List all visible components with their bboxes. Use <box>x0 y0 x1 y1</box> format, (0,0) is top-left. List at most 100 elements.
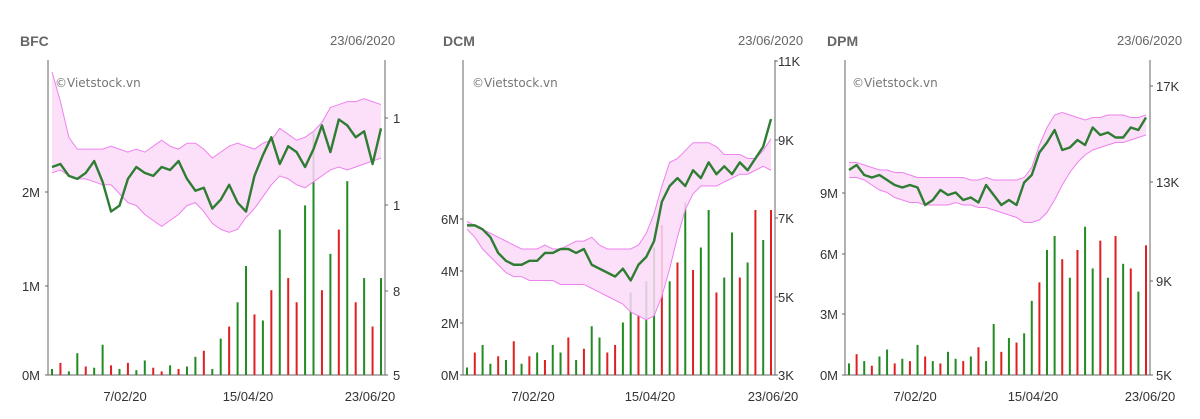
volume-bar <box>371 326 374 375</box>
band-upper-line <box>51 71 382 159</box>
volume-bar <box>245 265 248 375</box>
price-line <box>467 118 773 282</box>
volume-tick-label: 2M <box>22 185 40 200</box>
band-upper-line <box>849 111 1147 181</box>
volume-bar <box>762 240 765 375</box>
volume-bar <box>219 338 222 375</box>
x-tick-label: 7/02/20 <box>893 389 936 404</box>
volume-bar <box>59 362 62 375</box>
volume-bar <box>969 356 972 375</box>
volume-bar <box>489 363 492 375</box>
volume-bar <box>1038 282 1041 375</box>
volume-bar <box>855 354 858 375</box>
volume-bar <box>1084 226 1087 375</box>
volume-bar <box>1007 337 1010 375</box>
price-tick-label: 17K <box>1156 79 1179 94</box>
volume-bar <box>645 281 648 375</box>
volume-bar <box>746 262 749 375</box>
volume-bar <box>466 367 468 375</box>
volume-bar <box>287 278 290 375</box>
volume-bar <box>202 350 205 375</box>
band-lower-line <box>849 134 1147 223</box>
volume-bar <box>582 348 585 375</box>
volume-tick-label: 1M <box>22 279 40 294</box>
price-tick-label: 11K <box>393 198 400 213</box>
watermark: ©Vietstock.vn <box>55 76 141 90</box>
volume-bar <box>312 132 315 375</box>
volume-bar <box>954 358 957 375</box>
volume-bar <box>723 277 726 375</box>
volume-bar <box>84 366 87 375</box>
chart-panel-dpm: DPM 23/06/2020 ©Vietstock.vn 0M 3M 6M 9M 5K 9… <box>800 0 1200 419</box>
volume-bar <box>512 341 515 375</box>
volume-bar <box>1114 236 1117 375</box>
chart-date: 23/06/2020 <box>738 33 804 48</box>
volume-tick-label: 6M <box>441 212 459 227</box>
volume-bar <box>878 356 881 375</box>
price-line <box>51 118 383 213</box>
band-area <box>467 138 771 320</box>
volume-tick-label: 3M <box>820 307 838 322</box>
volume-bar <box>985 361 988 375</box>
price-tick-label: 8K <box>393 284 400 299</box>
volume-bar <box>660 225 663 375</box>
volume-bar <box>731 232 734 375</box>
volume-bar <box>354 302 357 375</box>
x-tick-label: 23/06/20 <box>1125 389 1176 404</box>
price-tick-label: 9K <box>1156 274 1172 289</box>
volume-bar <box>962 361 965 375</box>
volume-bar <box>621 322 624 375</box>
volume-bar <box>51 368 53 375</box>
volume-bar <box>1015 342 1018 375</box>
volume-bar <box>1099 240 1102 375</box>
x-tick-label: 23/06/20 <box>345 389 396 404</box>
chart-panel-dcm: DCM 23/06/2020 ©Vietstock.vn 0M 2M 4M 6M 3K 5… <box>400 0 804 419</box>
volume-bar <box>870 365 873 375</box>
volume-bar <box>363 278 366 375</box>
volume-bar <box>76 353 79 375</box>
volume-bar <box>707 210 710 375</box>
x-tick-label: 23/06/20 <box>748 389 799 404</box>
volume-bar <box>614 345 617 375</box>
chart-date: 23/06/2020 <box>330 33 396 48</box>
volume-tick-label: 0M <box>441 368 459 383</box>
volume-bar <box>715 292 718 375</box>
volume-bar <box>668 281 671 375</box>
volume-bar <box>93 367 96 375</box>
volume-bar <box>380 278 382 375</box>
volume-tick-label: 0M <box>820 368 838 383</box>
volume-bar <box>939 363 942 375</box>
price-tick-label: 5K <box>393 368 400 383</box>
volume-bar <box>908 361 911 375</box>
volume-bar <box>304 205 307 375</box>
band-area <box>849 112 1146 223</box>
volume-bar <box>1023 333 1026 375</box>
volume-bar <box>504 360 507 375</box>
volume-bar <box>270 290 273 375</box>
x-tick-label: 15/04/20 <box>1008 389 1059 404</box>
ticker-label: DCM <box>443 33 475 49</box>
volume-bar <box>543 360 546 375</box>
volume-bar <box>916 344 919 375</box>
price-tick-label: 3K <box>778 368 794 383</box>
chart-panel-bfc: BFC 23/06/2020 ©Vietstock.vn 0M 1M 2M 5K 8K 1… <box>0 0 400 419</box>
price-tick-label: 7K <box>778 211 794 226</box>
volume-bar <box>629 292 632 375</box>
volume-bar <box>977 347 980 375</box>
volume-bar <box>692 270 695 375</box>
volume-bar <box>754 210 757 375</box>
volume-bar <box>1122 263 1125 375</box>
volume-bar <box>931 361 934 375</box>
volume-bar <box>1137 291 1140 375</box>
x-tick-label: 15/04/20 <box>625 389 676 404</box>
volume-bar <box>1061 259 1064 375</box>
volume-bar <box>684 202 687 375</box>
volume-bar <box>863 361 866 375</box>
volume-tick-label: 4M <box>441 264 459 279</box>
volume-bar <box>295 302 298 375</box>
volume-bar <box>185 366 188 375</box>
volume-bar <box>481 345 484 375</box>
watermark: ©Vietstock.vn <box>852 76 938 90</box>
volume-bar <box>1030 300 1033 375</box>
volume-bar <box>152 367 155 375</box>
